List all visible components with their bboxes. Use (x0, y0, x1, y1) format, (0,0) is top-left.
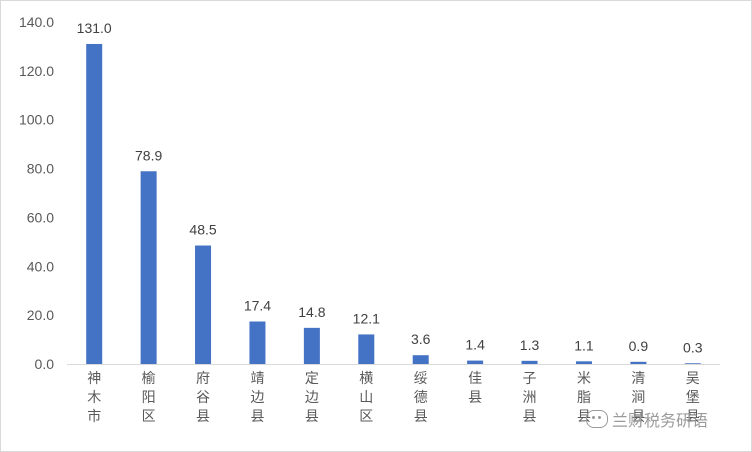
bar (684, 363, 701, 364)
bar (630, 361, 647, 364)
data-label: 3.6 (411, 331, 431, 347)
category-label: 定边县 (305, 370, 319, 424)
bars (86, 43, 701, 364)
bar (575, 361, 592, 364)
bar (358, 334, 375, 364)
watermark-text: 兰财税务研语 (612, 411, 709, 430)
category-label: 子洲县 (523, 370, 537, 424)
bar (303, 327, 320, 364)
bar (86, 43, 103, 364)
data-label: 78.9 (135, 147, 162, 163)
y-tick-label: 80.0 (27, 161, 54, 177)
data-label: 1.3 (520, 337, 540, 353)
category-label: 神木市 (87, 370, 101, 424)
data-label: 131.0 (77, 20, 112, 36)
category-label: 府谷县 (196, 370, 210, 424)
y-tick-label: 120.0 (19, 63, 54, 79)
y-axis: 0.0 20.0 40.0 60.0 80.0 100.0 120.0 140.0 (19, 14, 54, 372)
data-label: 12.1 (353, 310, 380, 326)
category-label: 靖边县 (250, 370, 264, 424)
data-label: 17.4 (244, 297, 271, 313)
data-label: 0.9 (629, 338, 649, 354)
y-tick-label: 20.0 (27, 307, 54, 323)
data-label: 14.8 (298, 304, 325, 320)
category-label: 清涧县 (631, 370, 645, 424)
category-label: 佳县 (468, 370, 482, 405)
bar (412, 355, 429, 364)
y-tick-label: 40.0 (27, 258, 54, 274)
data-label: 0.3 (683, 339, 703, 355)
bar (195, 245, 212, 364)
wechat-icon (586, 410, 608, 428)
y-tick-label: 140.0 (19, 14, 54, 30)
bar (521, 360, 538, 364)
category-label: 吴堡县 (686, 370, 700, 424)
category-label: 横山区 (359, 370, 373, 424)
y-tick-label: 0.0 (35, 356, 55, 372)
data-labels: 131.0 78.9 48.5 17.4 14.8 12.1 3.6 1.4 1.3 1.1 0.9… (77, 20, 703, 355)
category-label: 榆阳区 (142, 370, 156, 424)
category-label: 绥德县 (414, 370, 428, 424)
watermark: 兰财税务研语 (586, 407, 708, 431)
y-tick-label: 100.0 (19, 112, 54, 128)
bar (249, 321, 266, 364)
data-label: 1.1 (574, 337, 594, 353)
bar (467, 360, 484, 364)
y-tick-label: 60.0 (27, 209, 54, 225)
data-label: 1.4 (465, 337, 485, 353)
data-label: 48.5 (189, 222, 216, 238)
bar (140, 171, 157, 364)
